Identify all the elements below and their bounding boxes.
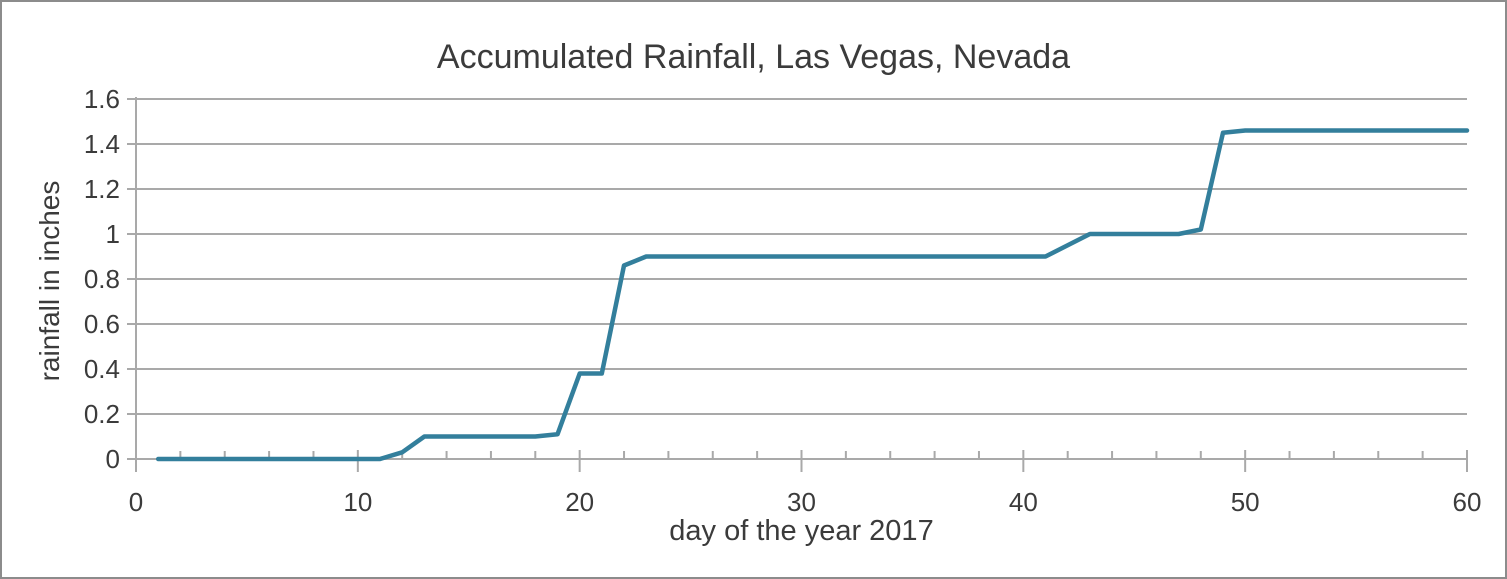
y-ticks xyxy=(127,98,145,460)
y-tick-label: 0.6 xyxy=(84,309,120,339)
y-tick-label: 1 xyxy=(106,219,120,249)
x-tick-label: 20 xyxy=(565,487,594,517)
y-tick-label: 1.2 xyxy=(84,174,120,204)
x-tick-label: 40 xyxy=(1009,487,1038,517)
y-tick-label: 0.4 xyxy=(84,354,120,384)
y-tick-label: 0.8 xyxy=(84,264,120,294)
x-tick-label: 10 xyxy=(343,487,372,517)
x-tick-label: 30 xyxy=(787,487,816,517)
y-tick-label: 0 xyxy=(106,444,120,474)
y-tick-label: 1.6 xyxy=(84,84,120,114)
chart-title: Accumulated Rainfall, Las Vegas, Nevada xyxy=(436,38,1071,76)
rainfall-line xyxy=(155,128,1470,462)
x-axis-title: day of the year 2017 xyxy=(669,515,934,547)
y-tick-label: 1.4 xyxy=(84,129,120,159)
x-tick-label: 60 xyxy=(1453,487,1482,517)
y-tick-labels: 0 0.2 0.4 0.6 0.8 1 1.2 1.4 1.6 xyxy=(84,84,120,474)
y-tick-label: 0.2 xyxy=(84,399,120,429)
gridlines xyxy=(136,98,1467,460)
x-tick-labels: 0 10 20 30 40 50 60 xyxy=(129,487,1482,517)
x-tick-label: 0 xyxy=(129,487,143,517)
x-tick-label: 50 xyxy=(1231,487,1260,517)
